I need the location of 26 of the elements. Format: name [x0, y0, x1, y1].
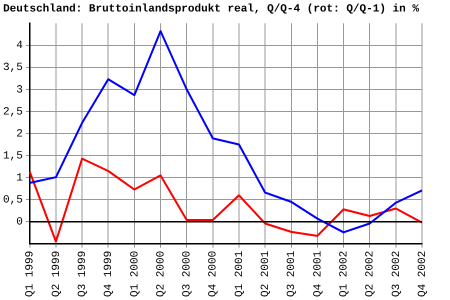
y-tick-label: 2,5: [2, 106, 23, 118]
x-tick-label: Q2 2001: [260, 250, 272, 298]
x-tick-label: Q2 2000: [155, 250, 168, 298]
x-tick-label: Q1 1999: [24, 250, 37, 298]
y-tick-label: 2: [16, 128, 23, 140]
y-tick-label: 4: [16, 40, 24, 52]
y-tick-label: 1,5: [2, 150, 23, 162]
x-tick-label: Q4 2001: [312, 250, 324, 298]
x-tick-label: Q1 2000: [129, 250, 142, 298]
x-tick-label: Q3 2000: [182, 250, 194, 298]
y-tick-label: 1: [16, 172, 24, 185]
y-tick-label: 0,5: [2, 194, 23, 207]
x-tick-label: Q2 1999: [50, 250, 63, 298]
y-tick-label: 3: [16, 84, 23, 96]
x-tick-label: Q4 1999: [103, 250, 116, 298]
x-tick-label: Q3 1999: [77, 250, 89, 298]
y-tick-label: 0: [16, 216, 23, 229]
x-tick-label: Q1 2002: [338, 250, 350, 298]
x-tick-label: Q2 2002: [364, 250, 377, 298]
y-tick-label: 3,5: [2, 62, 23, 74]
x-tick-label: Q3 2002: [390, 250, 403, 298]
x-tick-label: Q4 2000: [208, 250, 220, 298]
chart-title: Deutschland: Bruttoinlandsprodukt real, Q/Q-4 (rot: Q/Q-1) in %: [3, 3, 420, 16]
x-tick-label: Q1 2001: [234, 250, 246, 298]
x-tick-label: Q3 2001: [286, 250, 298, 298]
x-tick-label: Q4 2002: [416, 250, 429, 298]
